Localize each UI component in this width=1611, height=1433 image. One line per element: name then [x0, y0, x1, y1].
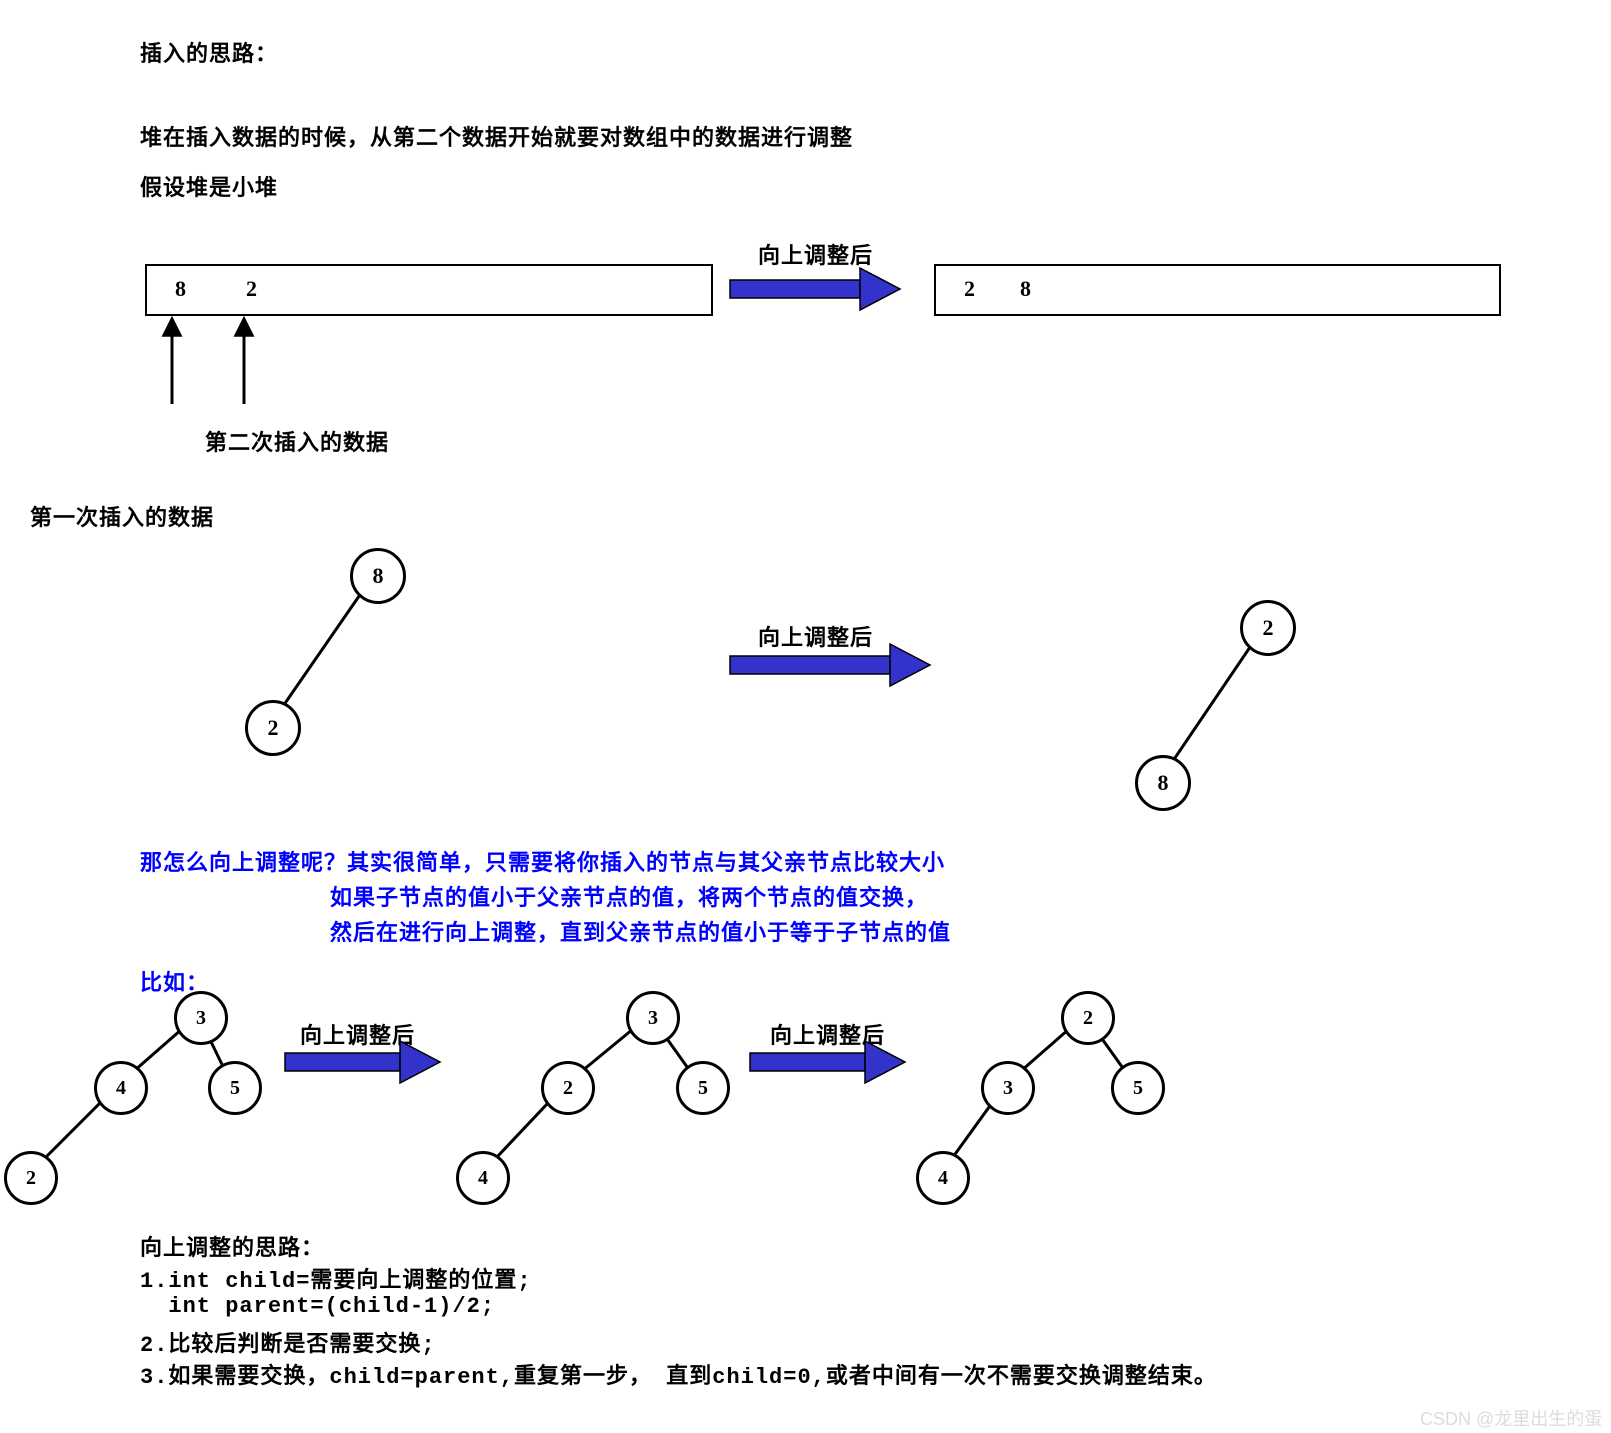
title: 插入的思路：: [140, 36, 278, 68]
node-label: 2: [1263, 615, 1274, 641]
box-right-cell-1: 8: [1020, 276, 1032, 302]
node-label: 3: [648, 1007, 658, 1030]
node-t1-4: 4: [94, 1061, 148, 1115]
node-t1-5: 5: [208, 1061, 262, 1115]
idea-title: 向上调整的思路：: [140, 1230, 324, 1262]
idea-1a: 1.int child=需要向上调整的位置;: [140, 1262, 532, 1294]
idea-3: 3.如果需要交换，child=parent,重复第一步， 直到child=0,或…: [140, 1358, 1217, 1390]
node-label: 2: [268, 715, 279, 741]
node-label: 2: [1083, 1007, 1093, 1030]
svg-overlay: [0, 0, 1611, 1433]
node-t2-2: 2: [541, 1061, 595, 1115]
arrow4-label: 向上调整后: [770, 1018, 885, 1050]
node-label: 4: [116, 1077, 126, 1100]
label-first-insert: 第一次插入的数据: [30, 500, 214, 532]
node-label: 3: [1003, 1077, 1013, 1100]
blue-line-3: 然后在进行向上调整，直到父亲节点的值小于等于子节点的值: [330, 915, 951, 947]
node-label: 8: [373, 563, 384, 589]
node-label: 4: [478, 1167, 488, 1190]
node-label: 2: [26, 1167, 36, 1190]
node-s1l-2: 2: [245, 700, 301, 756]
node-s1l-8: 8: [350, 548, 406, 604]
node-label: 5: [1133, 1077, 1143, 1100]
box-right-cell-0: 2: [964, 276, 976, 302]
idea-1b: int parent=(child-1)/2;: [140, 1294, 495, 1319]
node-t2-3: 3: [626, 991, 680, 1045]
node-t3-5: 5: [1111, 1061, 1165, 1115]
box-left-cell-1: 2: [246, 276, 258, 302]
node-label: 8: [1158, 770, 1169, 796]
node-t3-4: 4: [916, 1151, 970, 1205]
node-s1r-2: 2: [1240, 600, 1296, 656]
node-label: 3: [196, 1007, 206, 1030]
arrow3-label: 向上调整后: [300, 1018, 415, 1050]
blue-line-2: 如果子节点的值小于父亲节点的值，将两个节点的值交换，: [330, 880, 928, 912]
node-t1-3: 3: [174, 991, 228, 1045]
node-t3-2: 2: [1061, 991, 1115, 1045]
diagram-canvas: 插入的思路： 堆在插入数据的时候，从第二个数据开始就要对数组中的数据进行调整 假…: [0, 0, 1611, 1433]
node-label: 4: [938, 1167, 948, 1190]
watermark: CSDN @龙里出生的蛋: [1420, 1405, 1602, 1431]
node-t1-2: 2: [4, 1151, 58, 1205]
blue-line-1: 那怎么向上调整呢？其实很简单，只需要将你插入的节点与其父亲节点比较大小: [140, 845, 945, 877]
node-t3-3: 3: [981, 1061, 1035, 1115]
line-2: 堆在插入数据的时候，从第二个数据开始就要对数组中的数据进行调整: [140, 120, 853, 152]
node-s1r-8: 8: [1135, 755, 1191, 811]
arrow1-label: 向上调整后: [758, 238, 873, 270]
idea-2: 2.比较后判断是否需要交换;: [140, 1326, 436, 1358]
line-3: 假设堆是小堆: [140, 170, 278, 202]
node-label: 5: [698, 1077, 708, 1100]
node-t2-5: 5: [676, 1061, 730, 1115]
label-second-insert: 第二次插入的数据: [205, 425, 389, 457]
node-label: 5: [230, 1077, 240, 1100]
array-box-left: [145, 264, 713, 316]
arrow2-label: 向上调整后: [758, 620, 873, 652]
node-label: 2: [563, 1077, 573, 1100]
box-left-cell-0: 8: [175, 276, 187, 302]
node-t2-4: 4: [456, 1151, 510, 1205]
big-arrow-1: [730, 268, 900, 310]
